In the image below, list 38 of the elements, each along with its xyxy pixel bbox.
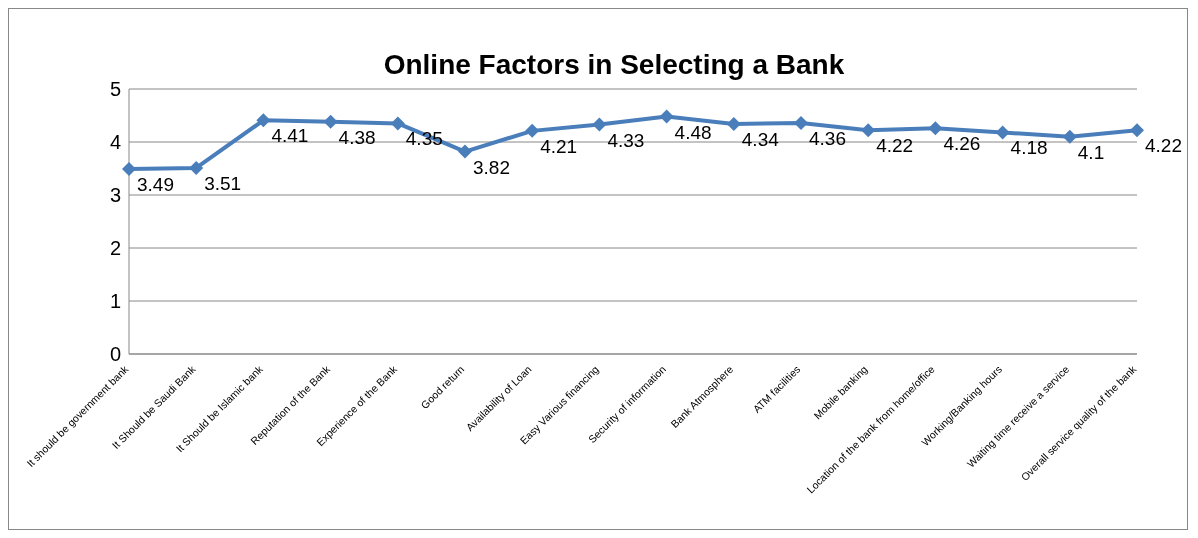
data-label: 4.38: [338, 126, 376, 148]
point: [458, 144, 472, 159]
data-label: 4.48: [674, 121, 712, 143]
data-label: 4.34: [741, 128, 780, 150]
y-tick-label: 1: [109, 290, 121, 313]
data-label: 3.49: [137, 174, 174, 196]
data-label: 3.51: [204, 172, 242, 194]
point: [189, 160, 204, 175]
data-label: 4.41: [271, 125, 309, 147]
y-tick-label: 2: [109, 237, 121, 260]
chart-title: Online Factors in Selecting a Bank: [383, 49, 845, 80]
data-label: 4.26: [943, 133, 981, 155]
y-tick-label: 3: [109, 184, 121, 207]
point: [122, 162, 136, 177]
point: [256, 113, 271, 128]
point: [928, 121, 943, 136]
data-label: 3.82: [473, 156, 510, 178]
data-label: 4.22: [1145, 135, 1182, 157]
data-label: 4.18: [1010, 137, 1048, 159]
point: [659, 109, 674, 124]
y-tick-label: 0: [109, 343, 121, 366]
point: [525, 123, 540, 138]
point: [794, 115, 808, 130]
data-label: 4.33: [607, 129, 645, 151]
point: [390, 116, 405, 131]
y-tick-label: 4: [109, 131, 121, 154]
point: [1062, 129, 1077, 144]
point: [1130, 123, 1144, 138]
data-label: 4.22: [876, 135, 914, 157]
y-tick-label: 5: [109, 78, 121, 101]
point: [861, 123, 876, 138]
data-label: 4.1: [1077, 141, 1105, 163]
point: [592, 117, 607, 132]
data-label: 4.36: [809, 127, 846, 149]
data-label: 4.21: [540, 135, 578, 157]
point: [323, 114, 338, 129]
point: [995, 125, 1010, 140]
point: [726, 116, 741, 131]
